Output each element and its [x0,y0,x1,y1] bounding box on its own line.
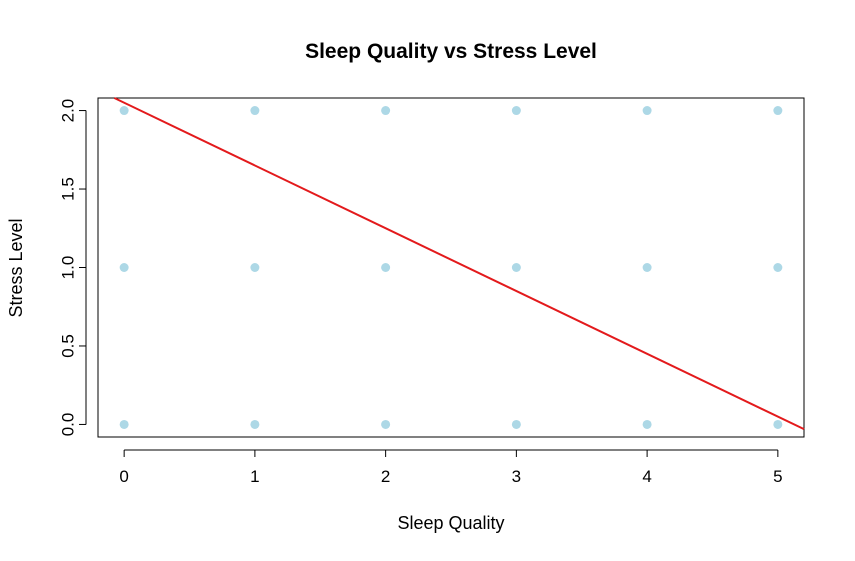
data-point [381,106,391,116]
y-axis: 0.0 0.5 1.0 1.5 2.0 [59,99,87,437]
y-tick-label: 1.5 [59,177,78,201]
data-point [773,419,783,429]
data-point [250,263,260,272]
x-tick-label: 3 [512,467,521,486]
data-point [119,263,129,272]
y-tick-label: 0.0 [59,413,78,437]
data-point [642,419,652,429]
x-tick-label: 5 [773,467,782,486]
data-point [250,106,260,116]
y-tick-label: 2.0 [59,99,78,123]
data-point [511,106,521,116]
data-point [381,419,391,429]
data-point [511,419,521,429]
data-point [773,263,783,272]
y-axis-label: Stress Level [6,218,26,317]
points-layer [119,106,783,429]
data-point [642,263,652,272]
x-axis-label: Sleep Quality [397,513,504,533]
data-point [642,106,652,116]
x-tick-label: 1 [250,467,259,486]
regression-line [113,97,805,431]
data-point [511,263,521,272]
plot-frame [97,97,805,438]
y-tick-label: 1.0 [59,256,78,280]
x-axis: 0 1 2 3 4 5 [119,449,783,486]
chart-title: Sleep Quality vs Stress Level [305,40,597,63]
y-tick-label: 0.5 [59,334,78,358]
data-point [773,106,783,116]
data-point [119,419,129,429]
data-point [250,419,260,429]
data-point [119,106,129,116]
data-point [381,263,391,272]
x-tick-label: 4 [642,467,651,486]
x-tick-label: 2 [381,467,390,486]
x-tick-label: 0 [119,467,128,486]
regression-layer [113,97,805,431]
